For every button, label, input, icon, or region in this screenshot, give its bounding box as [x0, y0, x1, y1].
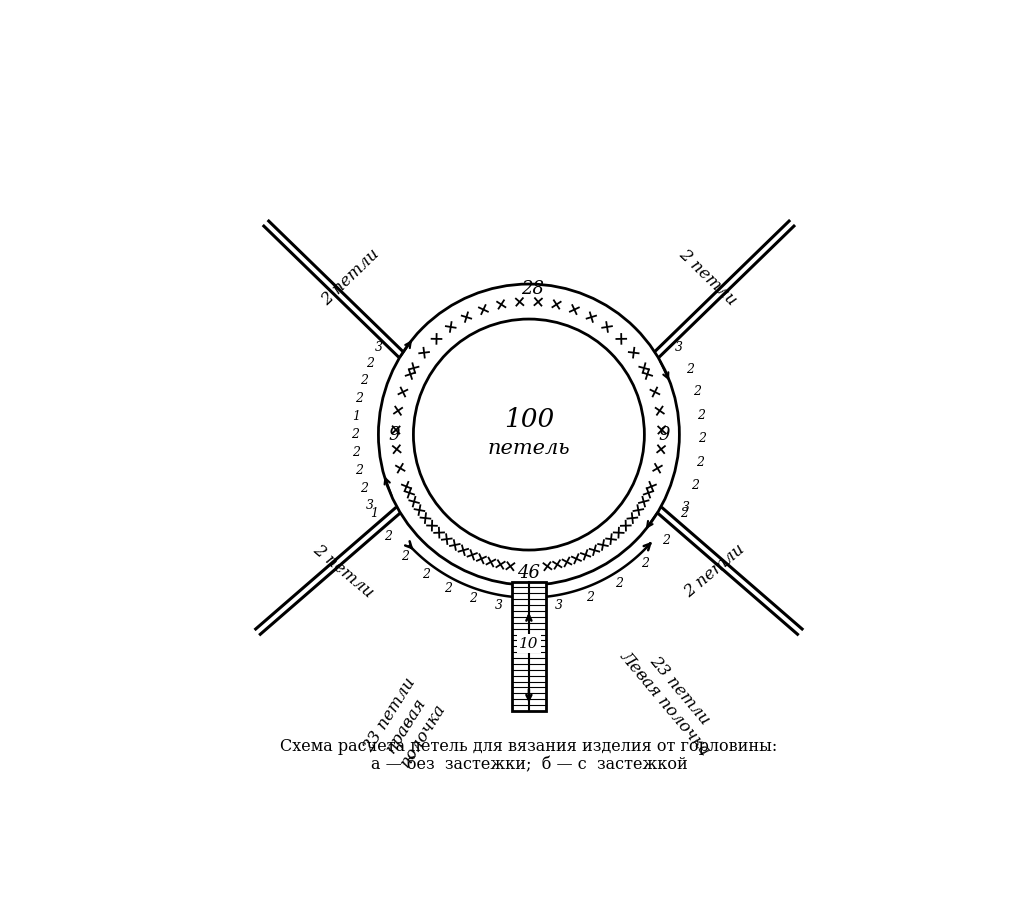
Text: 2: 2 [366, 357, 375, 371]
Text: 2: 2 [384, 530, 392, 543]
Text: 28: 28 [521, 280, 544, 298]
Text: 100: 100 [504, 406, 554, 432]
Text: 3: 3 [375, 341, 383, 355]
Text: 9: 9 [658, 425, 670, 444]
Text: 3: 3 [682, 502, 690, 514]
Text: 23 петли
Левая полочка: 23 петли Левая полочка [616, 635, 729, 759]
Text: 2: 2 [351, 428, 359, 441]
Text: 2: 2 [586, 591, 594, 604]
Text: 2: 2 [641, 557, 648, 571]
Text: 2: 2 [360, 482, 367, 494]
Text: 2: 2 [355, 392, 363, 405]
Text: 2: 2 [697, 456, 704, 469]
Text: 3: 3 [555, 599, 563, 612]
Text: 2: 2 [679, 507, 687, 520]
Text: 2: 2 [698, 409, 706, 422]
Text: 2: 2 [422, 567, 429, 581]
Text: Схема расчета петель для вязания изделия от горловины:: Схема расчета петель для вязания изделия… [281, 737, 777, 754]
Text: 2 петли: 2 петли [675, 245, 740, 309]
Text: петель: петель [487, 439, 571, 458]
Text: 3: 3 [366, 499, 375, 512]
Text: 9: 9 [388, 425, 399, 444]
Text: 10: 10 [519, 636, 539, 651]
Text: 1: 1 [370, 507, 379, 520]
Text: 3: 3 [494, 599, 503, 612]
Text: 2 петли: 2 петли [681, 541, 748, 601]
Text: 2: 2 [469, 593, 477, 605]
Text: 2: 2 [355, 464, 363, 477]
Text: 2 петли: 2 петли [318, 245, 383, 309]
Text: 2: 2 [401, 550, 410, 563]
Text: 2: 2 [360, 375, 367, 387]
Text: 2: 2 [663, 534, 671, 547]
Text: 2: 2 [685, 363, 694, 375]
Text: 2 петли: 2 петли [310, 541, 377, 601]
Text: 46: 46 [517, 564, 541, 582]
Text: а — без  застежки;  б — с  застежкой: а — без застежки; б — с застежкой [370, 756, 687, 774]
Text: 3: 3 [675, 341, 683, 355]
Text: 2: 2 [699, 433, 707, 445]
Text: 2: 2 [352, 446, 360, 459]
Text: 23 петли
правая
полочка: 23 петли правая полочка [360, 674, 453, 775]
Bar [512, 582, 546, 711]
Text: 2: 2 [690, 479, 699, 492]
Text: 2: 2 [694, 385, 701, 398]
Text: 2: 2 [445, 582, 452, 594]
Text: 2: 2 [615, 576, 623, 590]
Text: 1: 1 [352, 410, 360, 423]
